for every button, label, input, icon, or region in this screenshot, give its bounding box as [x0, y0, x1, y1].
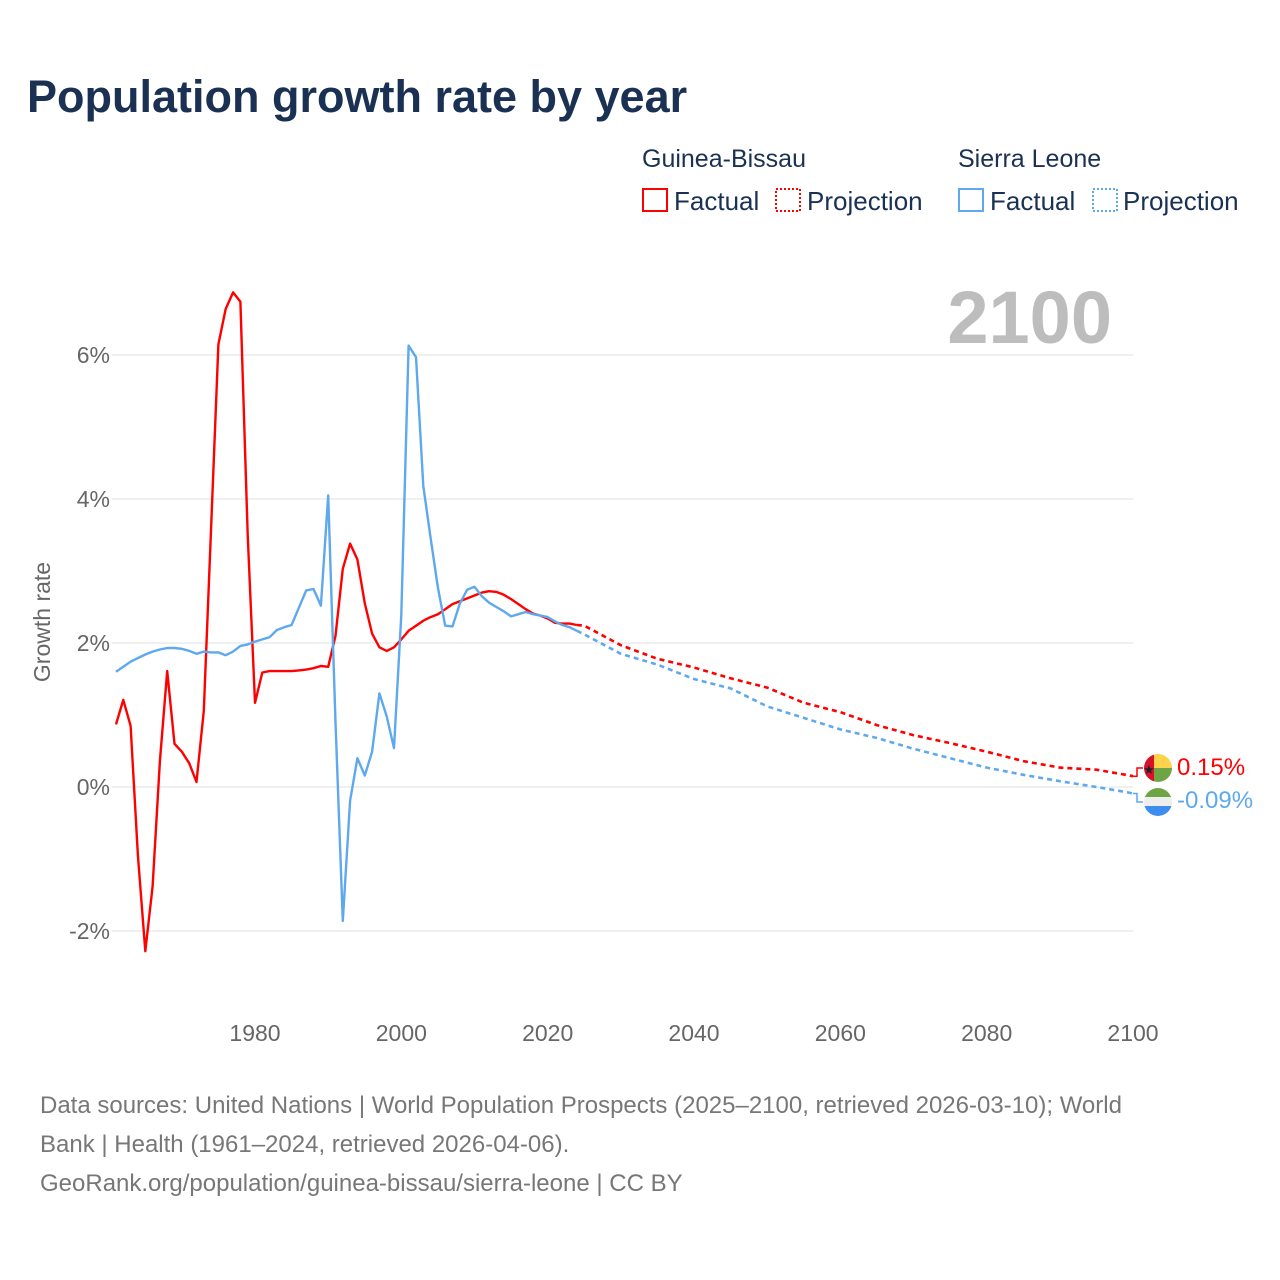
legend-gb-factual[interactable]: Factual — [674, 186, 759, 216]
end-label-guinea-bissau: 0.15% — [1177, 754, 1245, 781]
x-tick-label: 2040 — [668, 1020, 719, 1046]
current-year-label: 2100 — [947, 276, 1112, 359]
footer-attribution-link[interactable]: GeoRank.org/population/guinea-bissau/sie… — [40, 1170, 683, 1197]
y-axis-label: Growth rate — [29, 562, 55, 682]
legend-swatch-gb-projection — [775, 188, 801, 212]
legend-swatch-sl-projection — [1092, 188, 1118, 212]
chart-title: Population growth rate by year — [27, 71, 687, 122]
footer-sources-line1: Data sources: United Nations | World Pop… — [40, 1092, 1122, 1119]
y-tick-label: 2% — [77, 630, 110, 656]
legend-swatch-gb-factual — [642, 188, 668, 212]
y-tick-label: 6% — [77, 342, 110, 368]
legend-swatch-sl-factual — [958, 188, 984, 212]
flag-sierra-leone-icon — [1144, 788, 1172, 816]
guinea-bissau-factual-line — [114, 291, 578, 953]
flag-guinea-bissau-icon: ★ — [1143, 754, 1172, 782]
sierra-leone-projection-line — [576, 629, 1134, 795]
x-tick-label: 2000 — [376, 1020, 427, 1046]
footer-sources-line2: Bank | Health (1961–2024, retrieved 2026… — [40, 1131, 569, 1158]
x-tick-label: 2100 — [1107, 1020, 1158, 1046]
sierra-leone-end-connector — [1133, 792, 1143, 803]
x-tick-label: 2020 — [522, 1020, 573, 1046]
x-tick-label: 2080 — [961, 1020, 1012, 1046]
legend: Guinea-Bissau Factual Projection Sierra … — [642, 145, 1239, 216]
sierra-leone-factual-line — [115, 344, 578, 923]
y-tick-label: 4% — [77, 486, 110, 512]
y-tick-label: -2% — [69, 918, 110, 944]
guinea-bissau-end-connector — [1133, 767, 1143, 777]
legend-group-guinea-bissau: Guinea-Bissau — [642, 145, 806, 173]
legend-sl-projection[interactable]: Projection — [1123, 186, 1239, 216]
x-tick-label: 2060 — [815, 1020, 866, 1046]
legend-gb-projection[interactable]: Projection — [807, 186, 923, 216]
svg-text:★: ★ — [1143, 762, 1155, 777]
x-tick-label: 1980 — [229, 1020, 280, 1046]
y-tick-label: 0% — [77, 774, 110, 800]
legend-sl-factual[interactable]: Factual — [990, 186, 1075, 216]
guinea-bissau-projection-line — [576, 623, 1134, 778]
end-label-sierra-leone: -0.09% — [1177, 787, 1253, 814]
legend-group-sierra-leone: Sierra Leone — [958, 145, 1101, 173]
